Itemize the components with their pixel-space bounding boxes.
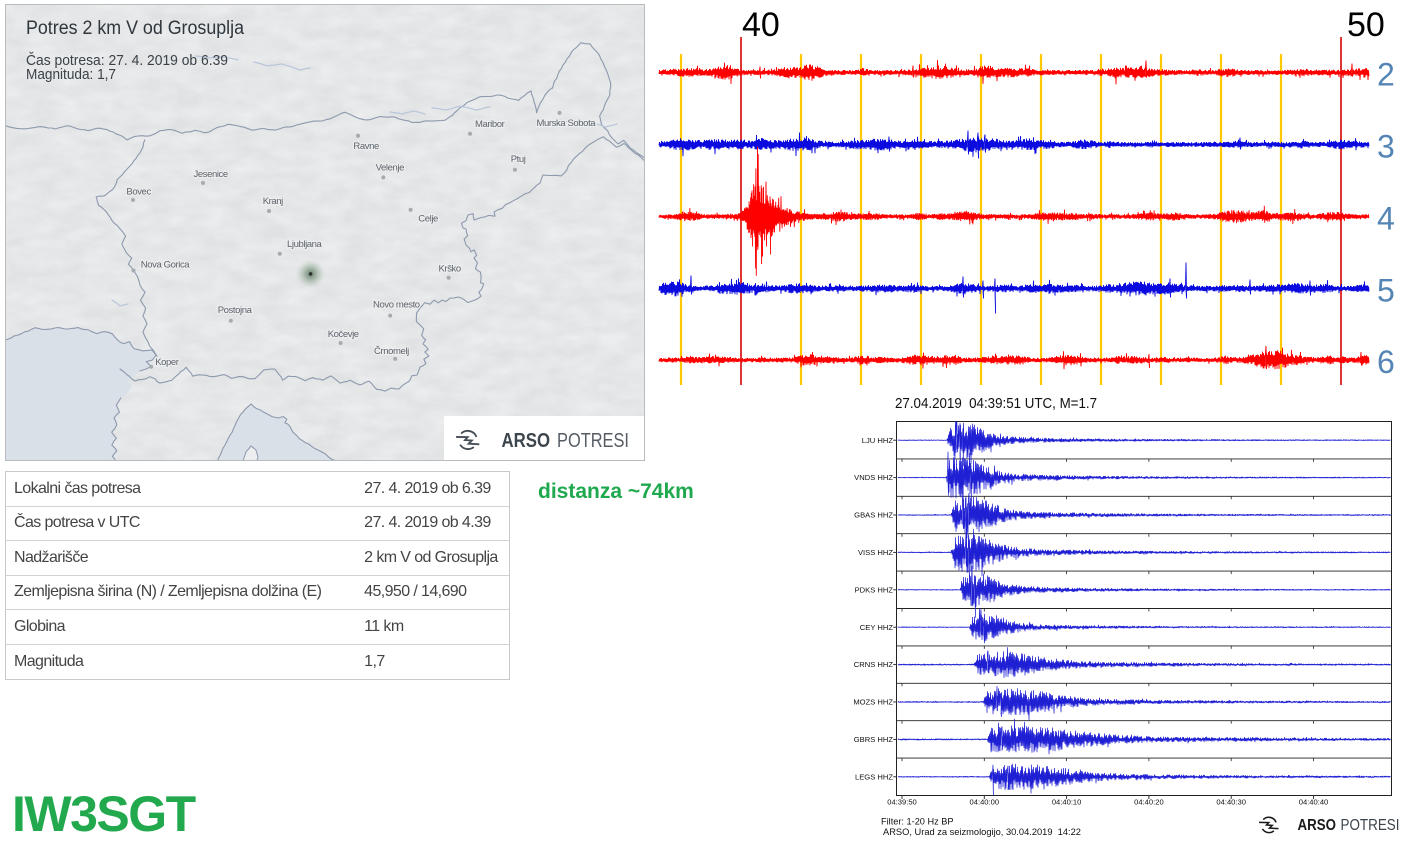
svg-text:04:40:40: 04:40:40 (1299, 798, 1329, 807)
svg-text:LEGS HHZ: LEGS HHZ (855, 772, 893, 781)
svg-text:Maribor: Maribor (475, 119, 505, 130)
svg-text:2: 2 (1377, 57, 1395, 93)
svg-text:Magnituda: 1,7: Magnituda: 1,7 (26, 67, 116, 83)
svg-text:POTRESI: POTRESI (557, 429, 629, 452)
svg-text:LJU HHZ: LJU HHZ (862, 436, 894, 445)
svg-text:CEY HHZ: CEY HHZ (860, 623, 894, 632)
svg-text:ARSO: ARSO (502, 429, 551, 452)
svg-text:GBRS HHZ: GBRS HHZ (854, 735, 894, 744)
svg-text:ARSO, Urad za seizmologijo, 30: ARSO, Urad za seizmologijo, 30.04.2019 1… (883, 827, 1081, 837)
svg-text:27.04.2019 04:39:51 UTC, M=1.: 27.04.2019 04:39:51 UTC, M=1.7 (895, 395, 1097, 412)
svg-text:40: 40 (742, 6, 780, 44)
svg-text:Postojna: Postojna (218, 305, 253, 316)
svg-text:04:40:10: 04:40:10 (1052, 798, 1082, 807)
svg-text:4: 4 (1377, 201, 1395, 237)
svg-text:Čas potresa: 27. 4. 2019 ob 6.: Čas potresa: 27. 4. 2019 ob 6.39 (26, 52, 228, 69)
svg-text:CRNS HHZ: CRNS HHZ (854, 660, 894, 669)
svg-text:Jesenice: Jesenice (194, 169, 228, 180)
svg-text:Krško: Krško (439, 263, 461, 274)
svg-text:POTRESI: POTRESI (1341, 817, 1400, 834)
svg-text:PDKS HHZ: PDKS HHZ (855, 585, 894, 594)
svg-text:MOZS HHZ: MOZS HHZ (853, 698, 893, 707)
svg-text:Črnomelj: Črnomelj (374, 346, 409, 357)
svg-text:Novo mesto: Novo mesto (373, 300, 420, 311)
svg-text:6: 6 (1377, 344, 1395, 380)
svg-text:04:40:00: 04:40:00 (970, 798, 1000, 807)
svg-text:Murska Sobota: Murska Sobota (537, 118, 597, 129)
svg-text:Ravne: Ravne (353, 141, 379, 152)
svg-text:Kočevje: Kočevje (328, 329, 359, 340)
svg-text:Filter: 1-20 Hz BP: Filter: 1-20 Hz BP (881, 817, 954, 827)
svg-text:04:40:30: 04:40:30 (1216, 798, 1246, 807)
svg-text:04:40:20: 04:40:20 (1134, 798, 1164, 807)
svg-text:Bovec: Bovec (126, 187, 151, 198)
svg-text:ARSO: ARSO (1298, 817, 1337, 834)
svg-text:Velenje: Velenje (376, 163, 404, 174)
svg-text:04:39:50: 04:39:50 (887, 798, 917, 807)
svg-text:VNDS HHZ: VNDS HHZ (854, 473, 893, 482)
svg-text:Koper: Koper (155, 357, 179, 368)
svg-text:Celje: Celje (418, 214, 438, 225)
svg-text:Nova Gorica: Nova Gorica (141, 259, 191, 270)
svg-text:50: 50 (1347, 6, 1385, 44)
svg-text:Ljubljana: Ljubljana (287, 239, 323, 250)
svg-text:3: 3 (1377, 129, 1395, 165)
svg-text:Kranj: Kranj (263, 196, 283, 207)
svg-text:Ptuj: Ptuj (511, 154, 526, 165)
svg-text:VISS HHZ: VISS HHZ (858, 548, 893, 557)
svg-text:Potres 2 km V od Grosuplja: Potres 2 km V od Grosuplja (26, 18, 244, 39)
svg-text:GBAS HHZ: GBAS HHZ (854, 511, 893, 520)
svg-text:5: 5 (1377, 273, 1395, 309)
